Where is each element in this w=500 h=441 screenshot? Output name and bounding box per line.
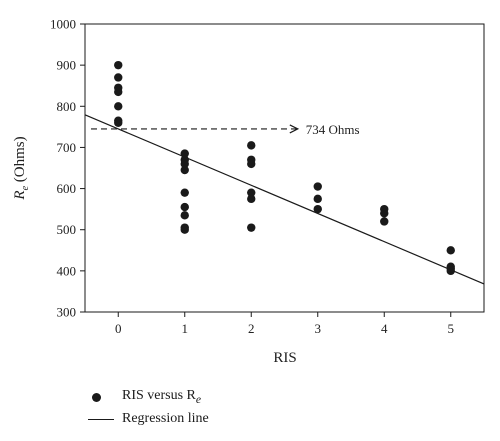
annotation-label: 734 Ohms [306,122,360,137]
y-tick-label: 900 [57,58,77,73]
y-axis-title: Re (Ohms) [12,136,31,200]
y-tick-label: 500 [57,222,77,237]
legend-dot-icon [88,392,122,402]
data-point [180,159,189,169]
data-point [180,188,189,197]
data-point [180,149,189,158]
data-point [313,194,322,204]
axes: 300 400 500 600 700 800 900 1000 0 1 2 3 4 5 [50,17,485,336]
y-tick-label: 300 [57,305,77,320]
data-point [114,87,123,97]
data-point [247,159,256,169]
data-point [114,118,123,127]
data-point [180,202,189,212]
y-axis-title-main: R [12,190,28,200]
x-tick-label: 2 [248,321,255,336]
legend-item-scatter: RIS versus Re [88,386,209,408]
x-tick-label: 3 [315,321,322,336]
data-point [247,141,256,150]
x-tick-label: 0 [115,321,122,336]
data-point [180,165,189,175]
data-point [114,102,123,111]
data-point [313,204,322,214]
y-axis-title-unit: (Ohms) [12,136,28,186]
data-point [180,211,189,220]
data-point [446,266,455,276]
x-tick-label: 5 [448,321,455,336]
data-point [180,225,189,234]
data-point [247,223,256,232]
y-tick-label: 400 [57,263,77,278]
legend-label-regression: Regression line [122,411,209,426]
x-tick-label: 4 [381,321,388,336]
data-point [446,246,455,255]
data-point [380,209,389,218]
annotation-arrowhead [289,124,300,134]
y-tick-label: 600 [57,181,77,196]
data-point [247,188,256,197]
legend-item-regression: Regression line [88,408,209,430]
legend: RIS versus Re Regression line [88,386,209,430]
y-tick-label: 800 [57,99,77,114]
data-point [380,217,389,226]
x-axis-title: RIS [273,350,296,366]
y-tick-label: 700 [57,140,77,155]
plot-frame [84,23,485,313]
y-axis-title-sub: e [20,185,31,190]
data-point [247,194,256,204]
axis-labels: RIS Re (Ohms) [12,136,297,366]
regression-line [84,114,485,285]
y-tick-label: 1000 [50,17,76,32]
data-point [114,73,123,82]
legend-label-scatter: RIS versus Re [122,388,202,406]
plot-marks: 734 Ohms [84,60,485,285]
data-point [114,60,123,70]
legend-line-icon [88,418,122,420]
data-point [313,182,322,191]
x-tick-label: 1 [182,321,189,336]
